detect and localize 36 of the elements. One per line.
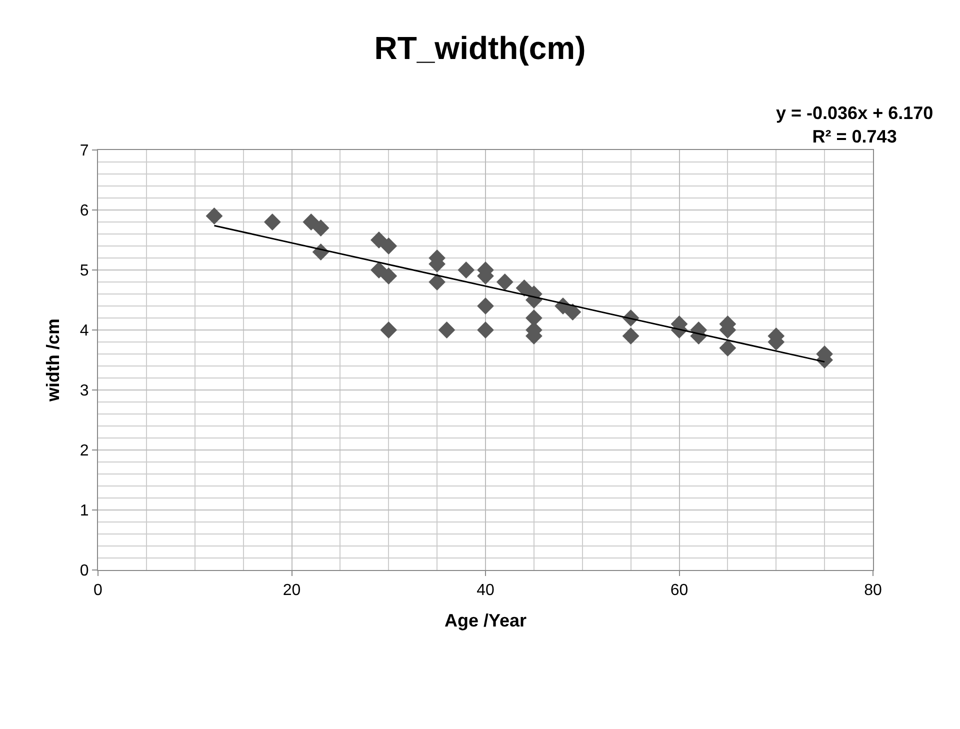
point: [516, 280, 533, 296]
point: [622, 328, 640, 344]
point: [302, 214, 320, 230]
point: [438, 322, 456, 338]
point: [477, 298, 494, 314]
y-tick-label: 1: [80, 502, 89, 520]
point: [477, 322, 494, 338]
point: [370, 262, 388, 278]
y-tick-label: 0: [80, 562, 89, 580]
y-tick-label: 6: [80, 202, 89, 220]
y-tick-label: 2: [80, 442, 89, 460]
y-tick-label: 3: [80, 382, 89, 400]
point: [312, 220, 330, 236]
y-tick-label: 4: [80, 322, 89, 340]
point: [380, 322, 398, 338]
x-tick-label: 20: [282, 582, 301, 600]
y-axis-title: width /cm: [43, 318, 64, 403]
x-axis-title: Age /Year: [444, 610, 527, 630]
x-tick-label: 80: [864, 582, 882, 600]
point: [458, 262, 475, 278]
text: y = -0.036x + 6.170 R² = 0.743: [776, 103, 934, 146]
point: [370, 232, 388, 248]
point: [564, 304, 582, 320]
point: [206, 208, 223, 224]
point: [496, 274, 514, 290]
point: [380, 268, 398, 284]
x-tick-label: 0: [94, 582, 103, 600]
point: [264, 214, 281, 230]
x-tick-label: 40: [476, 582, 494, 600]
point: [428, 274, 446, 290]
point: [719, 340, 736, 356]
y-tick-label: 5: [80, 262, 89, 280]
y-tick-label: 7: [80, 142, 89, 160]
x-tick-label: 60: [670, 582, 688, 600]
point: [380, 238, 398, 254]
chart-title: RT_width(cm): [374, 30, 586, 66]
